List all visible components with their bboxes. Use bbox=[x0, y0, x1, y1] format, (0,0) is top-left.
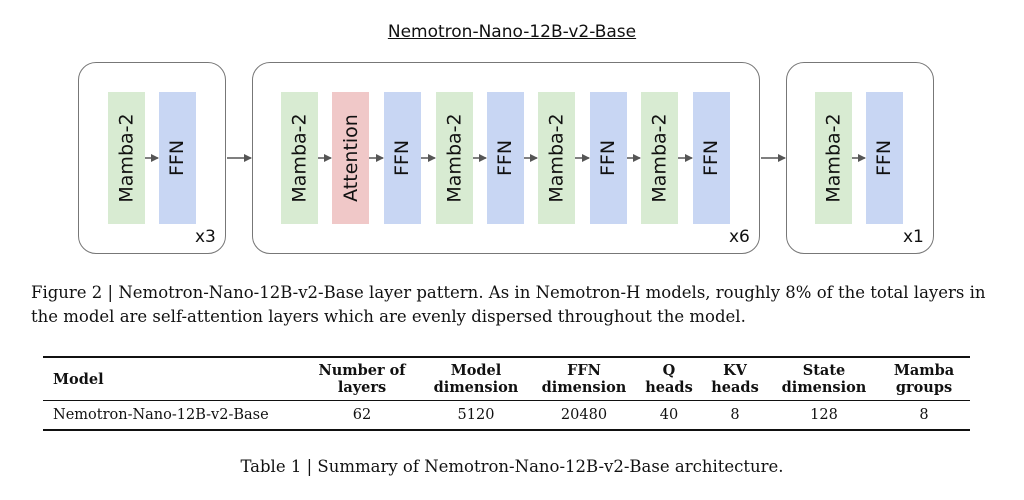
header-kv-heads: KV heads bbox=[700, 357, 770, 401]
table-row: Nemotron-Nano-12B-v2-Base 62 5120 20480 … bbox=[43, 401, 970, 431]
block-mamba-2: Mamba-2 bbox=[108, 92, 145, 224]
group-box-2 bbox=[252, 62, 760, 254]
cell-q-heads: 40 bbox=[659, 407, 679, 423]
block-ffn: FFN bbox=[590, 92, 627, 224]
header-ffn-dimension: FFN dimension bbox=[530, 357, 638, 401]
cell-number-of-layers: 62 bbox=[352, 407, 372, 423]
header-mamba-groups: Mamba groups bbox=[878, 357, 970, 401]
block-mamba-2: Mamba-2 bbox=[641, 92, 678, 224]
block-mamba-2: Mamba-2 bbox=[281, 92, 318, 224]
group-multiplier-2: x6 bbox=[729, 227, 750, 247]
block-ffn: FFN bbox=[384, 92, 421, 224]
group-multiplier-3: x1 bbox=[903, 227, 924, 247]
table-header-row: Model Number of layers Model dimension F… bbox=[43, 357, 970, 401]
header-number-of-layers: Number of layers bbox=[302, 357, 422, 401]
figure-caption: Figure 2 | Nemotron-Nano-12B-v2-Base lay… bbox=[31, 283, 986, 326]
cell-model: Nemotron-Nano-12B-v2-Base bbox=[53, 407, 269, 423]
block-attention: Attention bbox=[332, 92, 369, 224]
block-mamba-2: Mamba-2 bbox=[538, 92, 575, 224]
cell-state-dimension: 128 bbox=[810, 407, 838, 423]
cell-model-dimension: 5120 bbox=[457, 407, 495, 423]
header-model-dimension: Model dimension bbox=[422, 357, 530, 401]
group-box-1 bbox=[78, 62, 226, 254]
group-multiplier-1: x3 bbox=[195, 227, 216, 247]
block-mamba-2: Mamba-2 bbox=[815, 92, 852, 224]
block-ffn: FFN bbox=[487, 92, 524, 224]
cell-mamba-groups: 8 bbox=[919, 407, 929, 423]
header-q-heads: Q heads bbox=[638, 357, 700, 401]
header-state-dimension: State dimension bbox=[770, 357, 878, 401]
group-box-3 bbox=[786, 62, 934, 254]
block-ffn: FFN bbox=[866, 92, 903, 224]
diagram-title: Nemotron-Nano-12B-v2-Base bbox=[387, 22, 637, 42]
block-ffn: FFN bbox=[159, 92, 196, 224]
block-mamba-2: Mamba-2 bbox=[436, 92, 473, 224]
header-model: Model bbox=[43, 357, 302, 401]
cell-kv-heads: 8 bbox=[730, 407, 740, 423]
table-caption: Table 1 | Summary of Nemotron-Nano-12B-v… bbox=[240, 457, 784, 476]
architecture-table: Model Number of layers Model dimension F… bbox=[43, 356, 970, 431]
cell-ffn-dimension: 20480 bbox=[560, 407, 608, 423]
block-ffn: FFN bbox=[693, 92, 730, 224]
